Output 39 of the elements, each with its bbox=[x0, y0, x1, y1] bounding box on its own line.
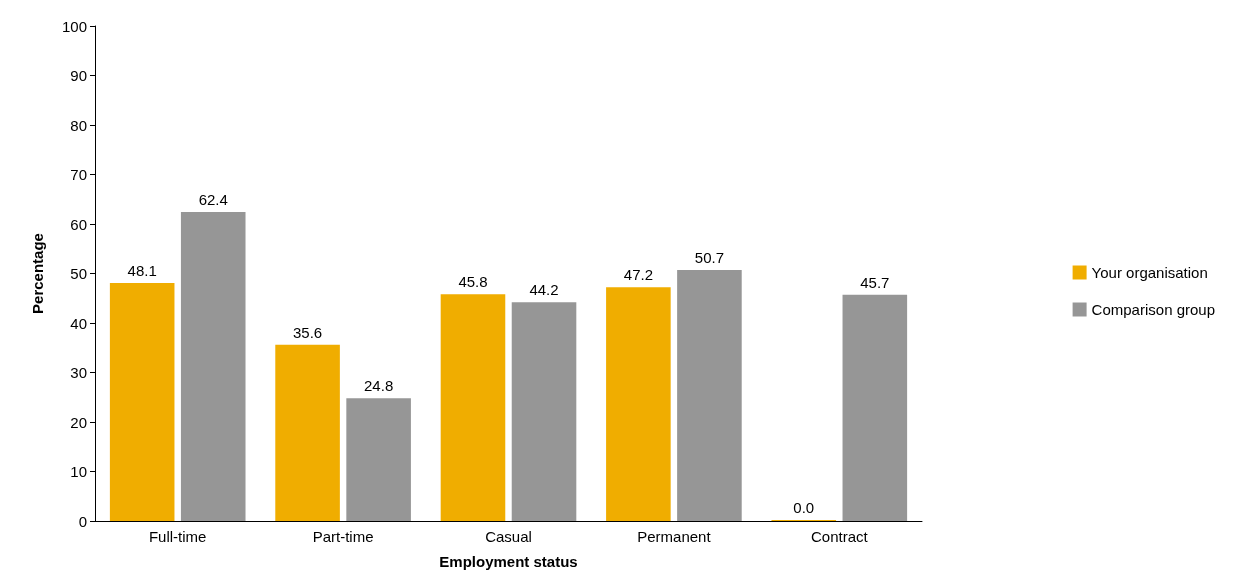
bar bbox=[606, 287, 671, 521]
x-tick-label: Part-time bbox=[312, 528, 374, 545]
bar bbox=[677, 270, 742, 521]
x-tick-label: Casual bbox=[485, 528, 532, 545]
data-label: 0.0 bbox=[793, 499, 815, 516]
bar bbox=[275, 344, 340, 521]
y-tick-label: 10 bbox=[70, 463, 87, 480]
y-tick-label: 100 bbox=[61, 17, 87, 35]
data-label: 35.6 bbox=[292, 323, 323, 341]
bar bbox=[180, 212, 246, 521]
y-tick-label: 80 bbox=[70, 116, 87, 134]
data-label: 44.2 bbox=[529, 281, 559, 299]
y-axis-title: Percentage bbox=[29, 233, 46, 314]
x-tick-label: Contract bbox=[810, 528, 869, 545]
data-label: 24.8 bbox=[364, 377, 394, 395]
data-label: 45.8 bbox=[458, 273, 488, 291]
bar bbox=[346, 398, 411, 521]
bar bbox=[511, 302, 577, 521]
y-tick-label: 90 bbox=[70, 67, 87, 84]
data-label: 62.4 bbox=[198, 191, 228, 209]
y-tick-label: 0 bbox=[78, 512, 87, 530]
legend-label: Your organisation bbox=[1091, 264, 1208, 281]
y-tick-label: 50 bbox=[70, 265, 87, 282]
data-label: 47.2 bbox=[623, 266, 653, 284]
y-tick-label: 70 bbox=[70, 166, 87, 183]
y-tick-label: 30 bbox=[70, 364, 87, 381]
data-label: 48.1 bbox=[127, 261, 157, 279]
y-tick-label: 20 bbox=[70, 413, 87, 431]
legend-label: Comparison group bbox=[1091, 301, 1216, 318]
bar bbox=[109, 282, 175, 521]
data-label: 45.7 bbox=[860, 273, 890, 291]
x-tick-label: Full-time bbox=[148, 528, 207, 545]
data-label: 50.7 bbox=[694, 249, 725, 267]
bar bbox=[440, 294, 506, 521]
y-tick-label: 40 bbox=[70, 314, 87, 332]
y-tick-label: 60 bbox=[70, 215, 87, 233]
bar bbox=[842, 294, 908, 521]
x-axis-title: Employment status bbox=[439, 553, 578, 570]
x-tick-label: Permanent bbox=[637, 528, 712, 545]
